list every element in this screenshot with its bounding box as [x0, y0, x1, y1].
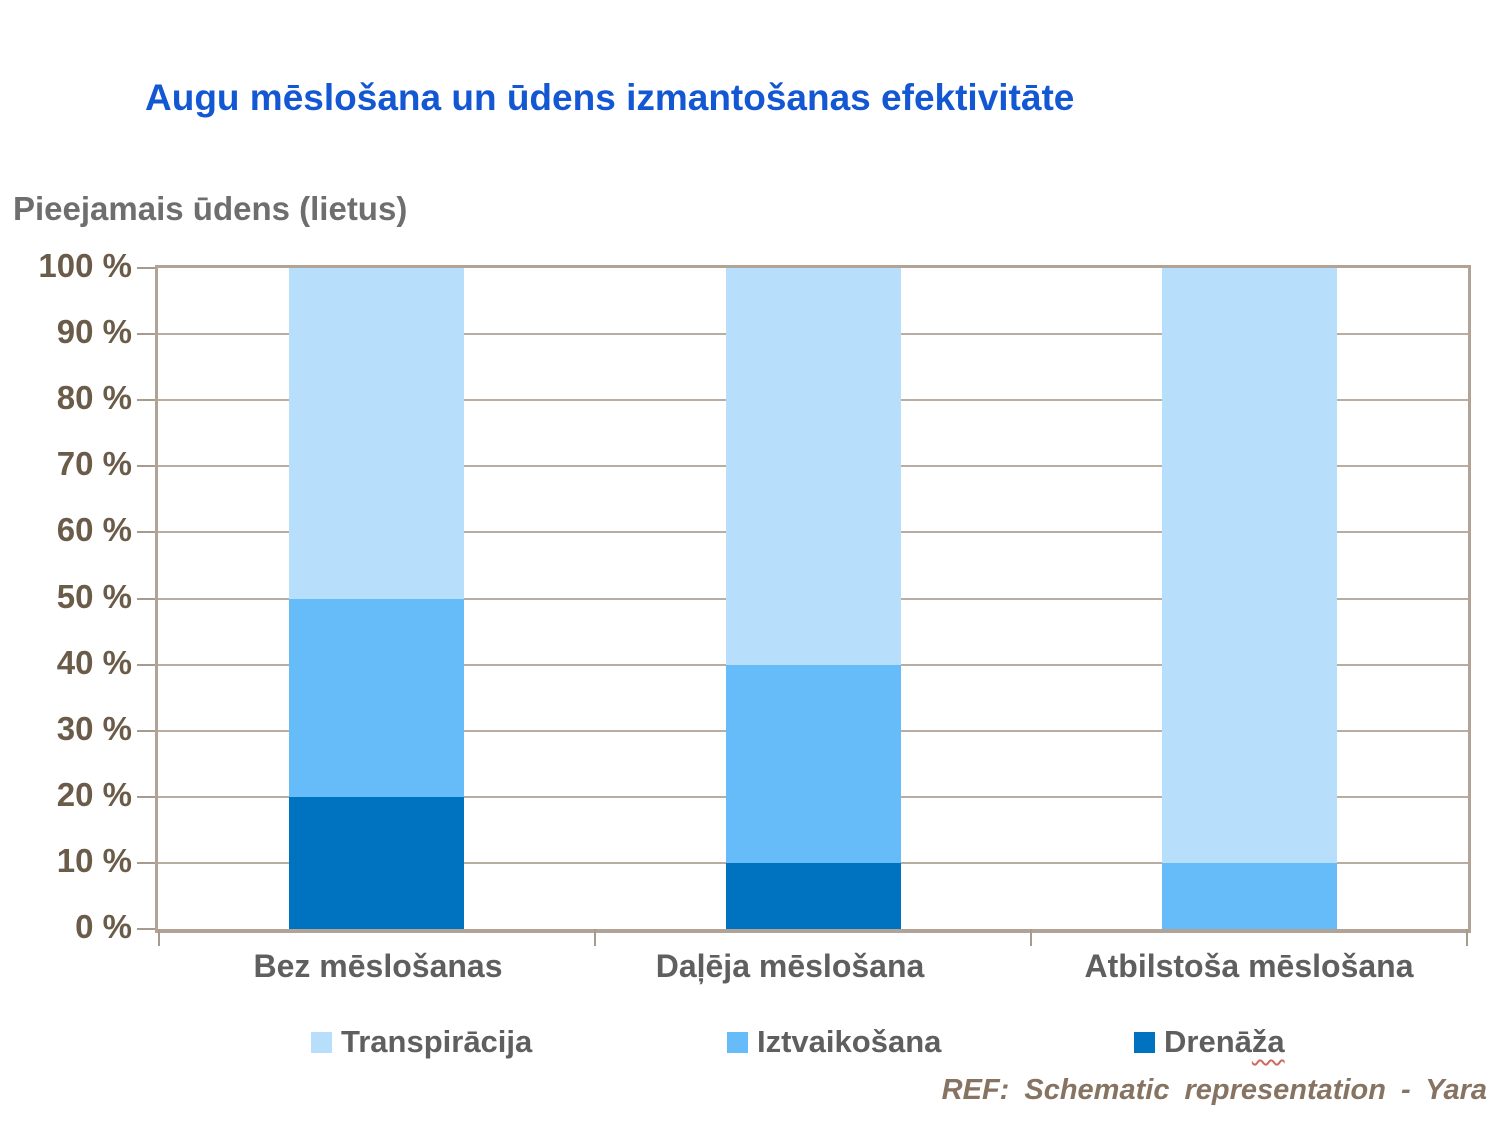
y-tick-label: 10 % [56, 841, 132, 879]
category-label: Bez mēslošanas [253, 948, 503, 984]
y-axis-tick [137, 663, 155, 666]
y-tick-label: 50 % [56, 577, 132, 615]
spellcheck-underline: ža [1251, 1024, 1285, 1059]
y-axis-tick [137, 333, 155, 336]
legend-swatch-icon [1134, 1031, 1155, 1053]
y-tick-label: 100 % [38, 247, 132, 284]
legend-label: Transpirācija [341, 1024, 533, 1059]
chart-title: Augu mēslošana un ūdens izmantošanas efe… [145, 77, 1075, 118]
y-axis-tick [137, 597, 155, 600]
y-tick-label: 80 % [56, 379, 132, 417]
bar-segment-drenāža [288, 796, 464, 929]
source-reference: REF: Schematic representation - Yara [941, 1074, 1487, 1106]
y-axis-tick [137, 531, 155, 534]
y-tick-label: 60 % [56, 511, 132, 549]
y-axis-tick [137, 465, 155, 468]
plot-area [137, 265, 1471, 946]
y-axis-tick [137, 795, 155, 798]
y-axis-tick [137, 729, 155, 732]
legend-swatch-icon [311, 1031, 332, 1053]
legend-item: Iztvaikošana [727, 1024, 941, 1060]
bar-segment-transpirācija [725, 268, 901, 665]
legend-item: Drenāža [1134, 1024, 1285, 1060]
x-axis-tick [1466, 929, 1468, 946]
y-tick-label: 40 % [56, 643, 132, 681]
y-tick-label: 20 % [56, 775, 132, 813]
y-tick-label: 70 % [56, 445, 132, 483]
x-axis-tick [593, 929, 596, 946]
y-tick-label: 90 % [56, 313, 132, 351]
legend-item: Transpirācija [311, 1024, 532, 1060]
category-label: Daļēja mēslošana [655, 948, 925, 984]
y-axis-tick [137, 861, 155, 864]
bar-segment-drenāža [725, 862, 901, 929]
y-tick-label: 0 % [75, 908, 132, 945]
y-axis-tick [137, 267, 155, 269]
y-tick-label: 30 % [56, 709, 132, 747]
y-axis: 0 % 10 % 20 % 30 % 40 % 50 % 60 % 70 % 80 % 90 % 1… [0, 249, 132, 944]
legend-label: Drenāža [1164, 1024, 1285, 1059]
y-axis-tick [137, 928, 155, 930]
bar-segment-transpirācija [1162, 268, 1338, 863]
y-axis-title: Pieejamais ūdens (lietus) [13, 190, 408, 227]
x-axis-tick [1030, 929, 1033, 946]
y-axis-tick [137, 399, 155, 402]
legend-swatch-icon [727, 1031, 748, 1053]
bar-segment-iztvaikošana [1162, 862, 1338, 929]
bar-segment-transpirācija [288, 268, 464, 599]
bar-segment-iztvaikošana [288, 598, 464, 797]
legend-label: Iztvaikošana [757, 1024, 942, 1059]
bar-segment-iztvaikošana [725, 664, 901, 863]
category-label: Atbilstoša mēslošana [1084, 948, 1414, 984]
x-axis-tick [158, 929, 160, 946]
